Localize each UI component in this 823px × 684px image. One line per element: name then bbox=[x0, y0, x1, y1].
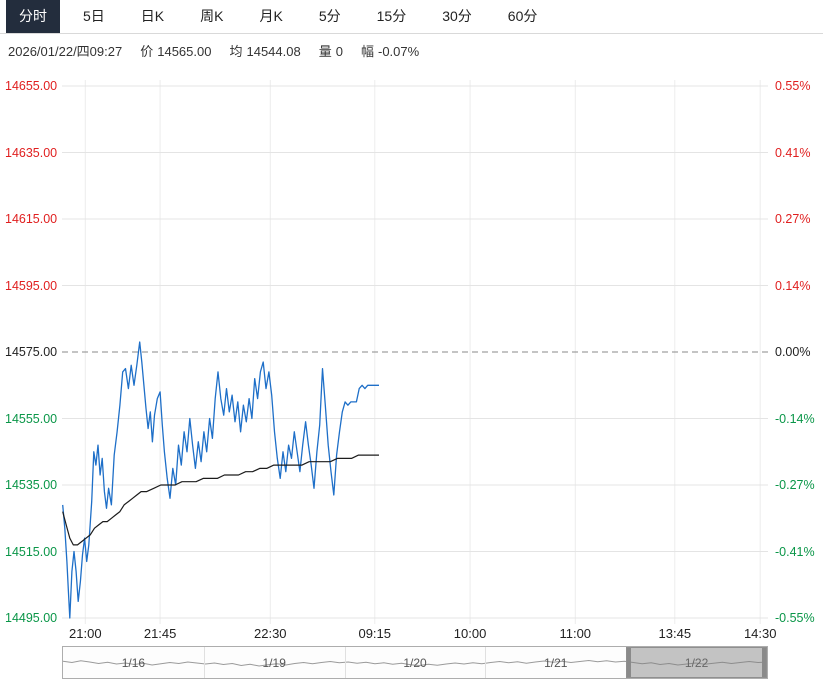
volume-value: 0 bbox=[335, 44, 343, 59]
avg-label: 均 bbox=[229, 44, 243, 59]
tab-5min[interactable]: 5分 bbox=[318, 8, 341, 24]
nav-date-label: 1/20 bbox=[403, 655, 427, 670]
price-axis-label: 14575.00 bbox=[5, 345, 58, 359]
tab-60min[interactable]: 60分 bbox=[507, 8, 538, 24]
tab-monthly-k[interactable]: 月K bbox=[259, 8, 283, 24]
nav-sparkline-path bbox=[63, 659, 767, 667]
avg-value: 14544.08 bbox=[246, 44, 301, 59]
price-axis-label: 14535.00 bbox=[5, 478, 58, 492]
time-axis-label: 09:15 bbox=[358, 626, 392, 641]
volume-label: 量 bbox=[318, 44, 332, 59]
price-label: 价 bbox=[140, 44, 154, 59]
tab-30min[interactable]: 30分 bbox=[442, 8, 472, 24]
percent-axis-label: -0.27% bbox=[775, 478, 815, 492]
percent-axis-label: 0.55% bbox=[775, 79, 811, 93]
price-axis-label: 14595.00 bbox=[5, 278, 58, 293]
nav-date-label: 1/21 bbox=[544, 655, 568, 670]
chart-canvas[interactable] bbox=[62, 80, 768, 624]
tab-5day[interactable]: 5日 bbox=[83, 8, 105, 24]
price-axis-label: 14495.00 bbox=[5, 611, 58, 625]
tab-daily-k[interactable]: 日K bbox=[140, 8, 165, 24]
date-navigator[interactable]: 1/16 1/19 1/20 1/21 1/22 bbox=[62, 646, 768, 679]
nav-separator bbox=[485, 647, 487, 678]
percent-axis-label: -0.41% bbox=[775, 544, 815, 559]
nav-selection[interactable] bbox=[626, 647, 767, 678]
nav-date-label: 1/22 bbox=[684, 655, 709, 670]
average-line bbox=[62, 454, 379, 546]
percent-axis-label: -0.55% bbox=[775, 611, 815, 625]
time-axis-label: 11:00 bbox=[559, 626, 592, 641]
percent-axis-label: 0.27% bbox=[775, 212, 811, 226]
percent-axis-label: 0.14% bbox=[775, 278, 811, 293]
tab-15min[interactable]: 15分 bbox=[376, 8, 407, 24]
nav-sparkline bbox=[63, 659, 767, 667]
time-axis-label: 21:45 bbox=[143, 626, 177, 641]
percent-axis-label: -0.14% bbox=[775, 411, 815, 426]
change-label: 幅 bbox=[360, 44, 374, 59]
price-axis-label: 14635.00 bbox=[5, 145, 58, 160]
nav-selection-right-handle[interactable] bbox=[761, 648, 766, 677]
nav-separator bbox=[344, 647, 346, 678]
tab-fenshi[interactable]: 分时 bbox=[6, 0, 60, 33]
nav-separator bbox=[203, 647, 205, 678]
price-axis-label: 14655.00 bbox=[5, 79, 58, 93]
nav-date-label: 1/16 bbox=[121, 655, 146, 670]
tab-bar: 分时 5日 日K 周K 月K 5分 15分 30分 60分 bbox=[0, 0, 823, 34]
time-axis-label: 10:00 bbox=[453, 626, 487, 641]
percent-axis-label: 0.00% bbox=[775, 345, 811, 359]
info-change: 幅 -0.07% bbox=[357, 41, 419, 60]
price-line bbox=[62, 341, 379, 619]
nav-selection-left-handle[interactable] bbox=[627, 648, 632, 677]
nav-date-label: 1/19 bbox=[262, 655, 286, 670]
percent-axis-label: 0.41% bbox=[775, 145, 811, 160]
time-axis-label: 14:30 bbox=[743, 626, 777, 641]
price-axis-label: 14515.00 bbox=[5, 544, 58, 559]
info-datetime: 2026/01/22/四09:27 bbox=[8, 44, 123, 59]
change-value: -0.07% bbox=[377, 44, 420, 59]
price-axis-label: 14615.00 bbox=[5, 212, 58, 226]
time-axis-label: 21:00 bbox=[69, 626, 102, 641]
price-axis-label: 14555.00 bbox=[5, 411, 58, 426]
info-average: 均 14544.08 bbox=[225, 41, 300, 60]
time-axis-label: 13:45 bbox=[658, 626, 692, 641]
time-axis-label: 22:30 bbox=[253, 626, 287, 641]
price-value: 14565.00 bbox=[157, 44, 212, 59]
tab-weekly-k[interactable]: 周K bbox=[200, 8, 224, 24]
info-price: 价 14565.00 bbox=[136, 41, 211, 60]
